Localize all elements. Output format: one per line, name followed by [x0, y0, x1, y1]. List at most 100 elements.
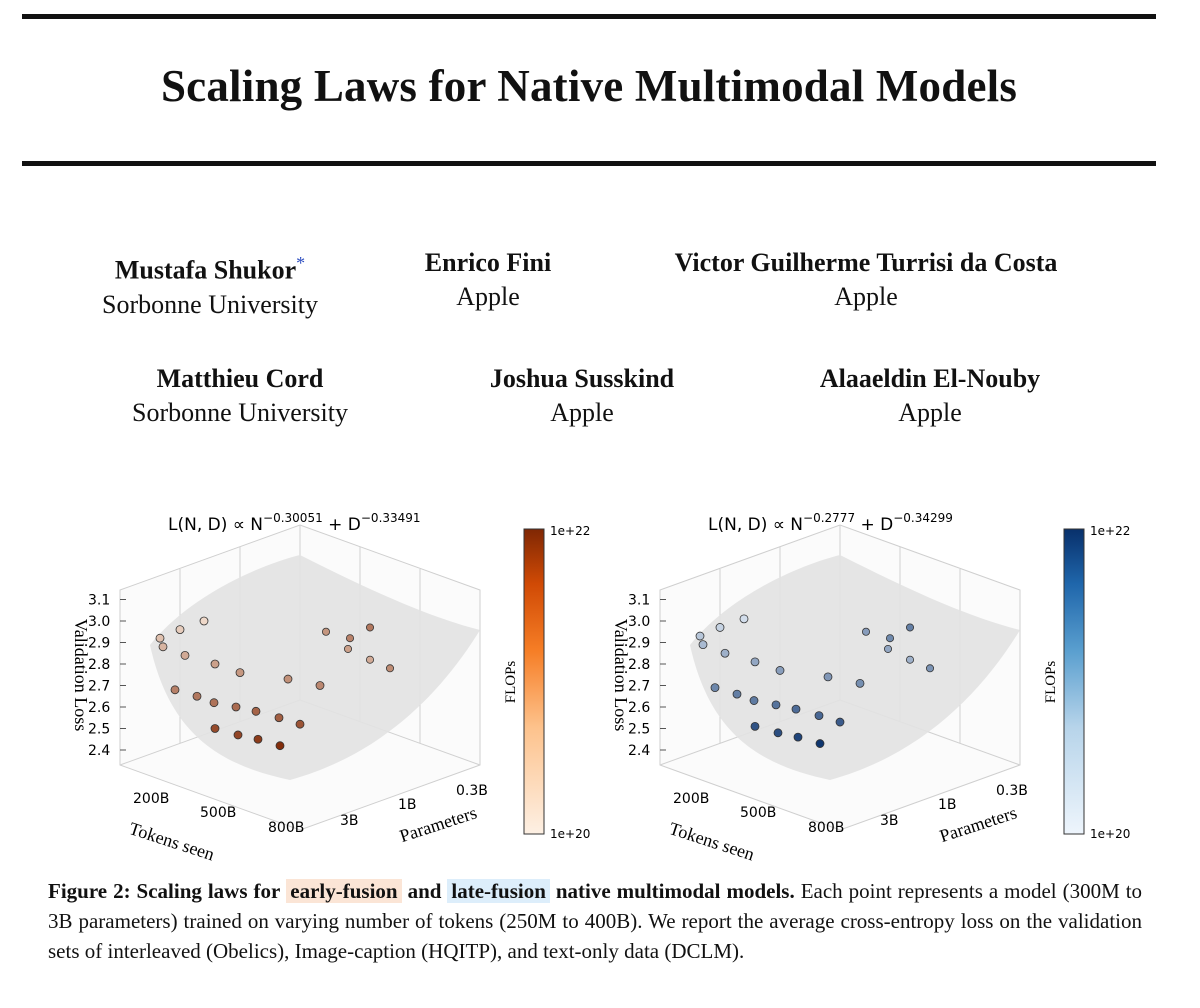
data-point — [231, 702, 241, 712]
z-tick: 2.7 — [628, 679, 650, 695]
data-point — [345, 634, 354, 643]
data-point — [710, 683, 720, 693]
data-point — [251, 706, 261, 716]
colorbar-min: 1e+20 — [1090, 827, 1130, 841]
plot-title: L(N, D) ∝ N−0.2777 + D−0.34299 — [708, 511, 953, 535]
author-block: Alaaeldin El-Nouby Apple — [790, 362, 1070, 430]
data-point — [695, 631, 705, 641]
z-tick: 3.1 — [88, 593, 110, 609]
author-name: Victor Guilherme Turrisi da Costa — [674, 248, 1058, 277]
data-point — [155, 633, 165, 643]
data-point — [750, 721, 760, 731]
data-point — [791, 704, 801, 714]
figure-caption: Figure 2: Scaling laws for early-fusion … — [48, 876, 1142, 966]
colorbar — [1063, 528, 1085, 835]
y-tick: 3B — [340, 813, 359, 829]
bottom-rule — [22, 161, 1156, 166]
z-tick: 3.1 — [628, 593, 650, 609]
caption-lead: Figure 2: Scaling laws for — [48, 879, 281, 903]
colorbar-label: FLOPs — [503, 661, 519, 704]
data-point — [855, 678, 865, 688]
author-block: Enrico Fini Apple — [388, 246, 588, 314]
author-name: Alaaeldin El-Nouby — [819, 364, 1041, 393]
data-point — [192, 691, 202, 701]
y-tick: 3B — [880, 813, 899, 829]
data-point — [180, 650, 190, 660]
data-point — [321, 627, 330, 636]
data-point — [275, 741, 285, 751]
author-name: Matthieu Cord — [156, 364, 324, 393]
data-point — [775, 666, 785, 675]
author-name: Joshua Susskind — [489, 364, 675, 393]
author-affiliation: Apple — [898, 398, 962, 427]
data-point — [720, 648, 730, 658]
z-axis: 2.4 2.5 2.6 2.7 2.8 2.9 3.0 3.1 — [628, 593, 666, 759]
data-point — [365, 655, 374, 664]
z-tick: 2.5 — [88, 722, 110, 738]
colorbar-min: 1e+20 — [550, 827, 590, 841]
data-point — [835, 717, 845, 727]
author-affiliation: Apple — [456, 282, 520, 311]
x-tick: 200B — [673, 791, 709, 807]
author-affiliation: Apple — [834, 282, 898, 311]
caption-body: Each point represents a model (300M to 3… — [48, 879, 1143, 963]
author-block: Joshua Susskind Apple — [462, 362, 702, 430]
colorbar — [523, 528, 545, 835]
data-point — [385, 664, 394, 673]
data-point — [715, 623, 725, 632]
data-point — [170, 685, 180, 695]
x-axis-label: Tokens seen — [127, 818, 217, 864]
early-fusion-plot: L(N, D) ∝ N−0.30051 + D−0.33491 2.42.52.… — [71, 511, 590, 864]
author-affiliation: Apple — [550, 398, 614, 427]
data-point — [771, 700, 781, 710]
author-affiliation: Sorbonne University — [102, 289, 318, 319]
z-tick: 3.0 — [628, 614, 650, 630]
data-point — [315, 681, 325, 690]
z-tick: 2.4 — [628, 743, 650, 759]
caption-late-fusion: late-fusion — [447, 879, 550, 903]
data-points — [695, 614, 934, 748]
x-axis-label: Tokens seen — [667, 818, 757, 864]
data-point — [861, 627, 870, 636]
data-point — [209, 698, 219, 708]
author-block: Victor Guilherme Turrisi da Costa Apple — [636, 246, 1096, 314]
y-tick: 1B — [398, 797, 417, 813]
data-point — [295, 719, 305, 729]
data-point — [749, 696, 759, 705]
x-tick: 500B — [740, 805, 776, 821]
figure-2: L(N, D) ∝ N−0.30051 + D−0.33491 2.42.52.… — [71, 511, 1130, 864]
z-axis: 2.4 2.5 2.6 2.7 2.8 2.9 3.0 3.1 — [88, 593, 126, 759]
y-tick: 0.3B — [996, 783, 1028, 799]
caption-bold-tail: native multimodal models. — [555, 879, 795, 903]
colorbar-label: FLOPs — [1043, 661, 1059, 704]
data-point — [885, 634, 894, 643]
fit-surface — [150, 555, 480, 780]
z-tick: 2.4 — [88, 743, 110, 759]
author-affiliation: Sorbonne University — [132, 398, 348, 427]
x-tick: 800B — [808, 820, 844, 836]
data-point — [199, 616, 209, 626]
z-axis-label: Validation Loss — [611, 619, 631, 732]
z-tick: 2.9 — [628, 636, 650, 652]
top-rule — [22, 14, 1156, 19]
z-tick: 2.6 — [88, 700, 110, 716]
z-tick: 2.6 — [628, 700, 650, 716]
data-point — [793, 732, 803, 742]
data-point — [925, 664, 934, 673]
late-fusion-plot: L(N, D) ∝ N−0.2777 + D−0.34299 2.4 2.5 2.6… — [611, 511, 1130, 864]
z-tick: 2.9 — [88, 636, 110, 652]
colorbar-max: 1e+22 — [550, 524, 590, 538]
z-tick: 3.0 — [88, 614, 110, 630]
data-point — [233, 730, 243, 740]
data-point — [750, 657, 760, 667]
x-tick: 200B — [133, 791, 169, 807]
data-point — [883, 644, 892, 653]
z-tick: 2.8 — [88, 657, 110, 673]
data-point — [253, 734, 263, 744]
data-point — [905, 655, 914, 664]
y-tick: 1B — [938, 797, 957, 813]
data-point — [365, 623, 374, 632]
fit-surface — [690, 555, 1020, 780]
caption-and: and — [407, 879, 442, 903]
paper-title: Scaling Laws for Native Multimodal Model… — [160, 61, 1018, 111]
